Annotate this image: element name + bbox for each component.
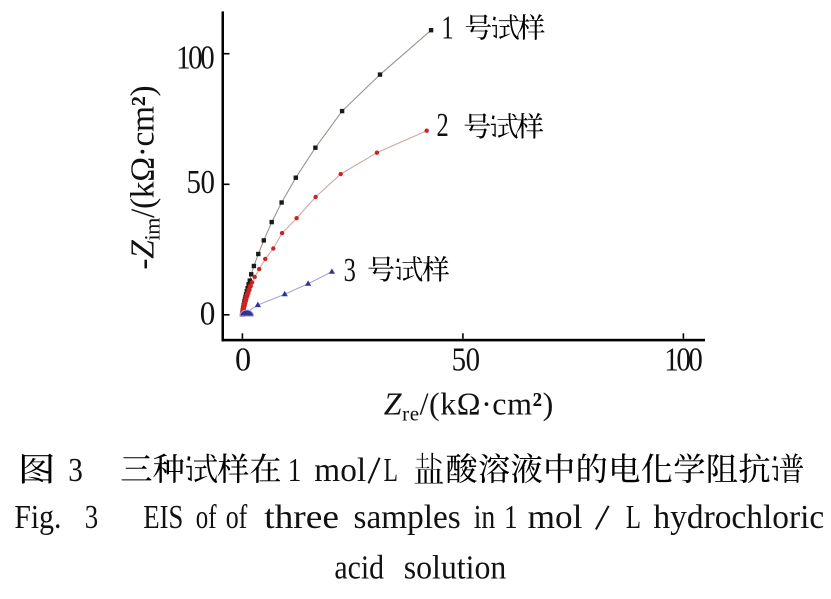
svg-text:1: 1	[441, 10, 453, 47]
svg-text:solution: solution	[404, 550, 507, 587]
svg-text:3: 3	[85, 498, 98, 536]
svg-text:3: 3	[68, 451, 83, 489]
svg-text:50: 50	[452, 340, 480, 378]
svg-text:3: 3	[344, 253, 356, 290]
svg-text:L: L	[626, 498, 641, 536]
svg-text:-Zim/(kΩ·cm²): -Zim/(kΩ·cm²)	[125, 86, 165, 270]
svg-text:1: 1	[504, 498, 518, 536]
svg-text:mol: mol	[314, 452, 366, 489]
svg-text:Zre/(kΩ·cm²): Zre/(kΩ·cm²)	[384, 386, 554, 426]
svg-text:of: of	[226, 498, 248, 536]
svg-text:EIS: EIS	[143, 498, 183, 536]
svg-text:acid: acid	[334, 549, 384, 586]
svg-text:1: 1	[288, 451, 302, 489]
svg-text:Fig.: Fig.	[14, 498, 61, 535]
svg-text:three: three	[264, 498, 339, 536]
svg-text:hydrochloric: hydrochloric	[653, 499, 824, 536]
svg-text:of: of	[196, 498, 217, 536]
svg-text:100: 100	[176, 38, 214, 76]
svg-text:0: 0	[235, 341, 251, 379]
svg-text:0: 0	[200, 295, 216, 332]
svg-text:mol: mol	[528, 499, 583, 536]
svg-text:100: 100	[664, 340, 702, 378]
svg-text:2: 2	[436, 107, 448, 144]
svg-text:in: in	[474, 497, 496, 535]
svg-text:L: L	[384, 452, 398, 489]
svg-text:50: 50	[186, 163, 214, 201]
svg-text:samples: samples	[354, 499, 461, 536]
